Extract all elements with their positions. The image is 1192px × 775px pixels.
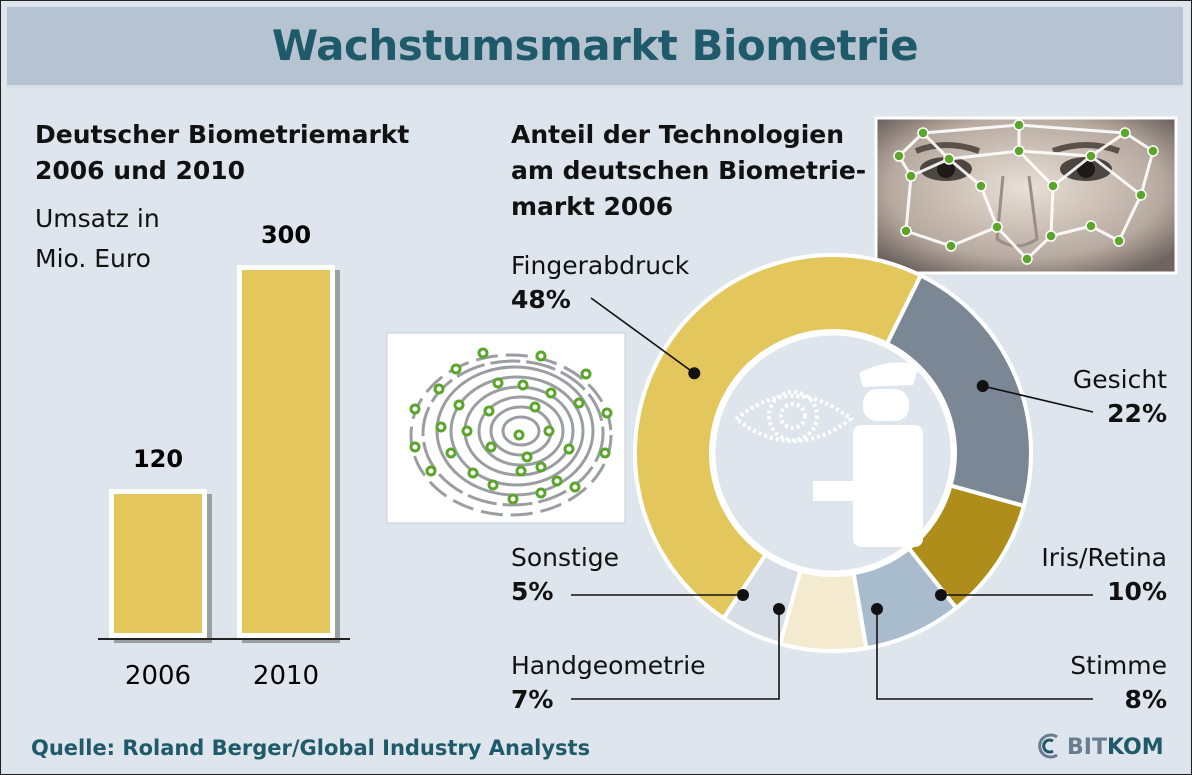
- label-fingerabdruck-pct: 48%: [511, 285, 571, 314]
- connector-stimme: [876, 609, 1093, 700]
- face-photo-icon: [874, 116, 1178, 275]
- label-iris-pct: 10%: [1107, 577, 1167, 606]
- connector-handgeometrie: [571, 609, 780, 700]
- donut-chart-title-line3: markt 2006: [511, 192, 674, 221]
- title-bar: Wachstumsmarkt Biometrie: [7, 7, 1183, 88]
- label-sonstige: Sonstige 5%: [511, 541, 619, 609]
- label-gesicht-name: Gesicht: [1072, 365, 1167, 394]
- label-handgeometrie-name: Handgeometrie: [511, 651, 706, 680]
- bar-2010: [237, 265, 335, 638]
- connector-gesicht: [982, 385, 1094, 413]
- label-handgeometrie-pct: 7%: [511, 685, 554, 714]
- officer-icon: [813, 362, 923, 547]
- label-handgeometrie: Handgeometrie 7%: [511, 649, 706, 717]
- connector-dot-gesicht: [976, 380, 989, 393]
- connector-dot-sonstige: [737, 589, 749, 601]
- bar-chart-unit-line1: Umsatz in: [35, 204, 160, 233]
- bitkom-logo: BITKOM: [1033, 731, 1173, 763]
- label-fingerabdruck-name: Fingerabdruck: [511, 251, 690, 280]
- label-stimme: Stimme 8%: [1007, 649, 1167, 717]
- label-iris: Iris/Retina 10%: [1007, 541, 1167, 609]
- label-fingerabdruck: Fingerabdruck 48%: [511, 249, 689, 317]
- label-stimme-name: Stimme: [1070, 651, 1167, 680]
- connector-dot-iris-retina: [935, 589, 947, 601]
- label-sonstige-name: Sonstige: [511, 543, 620, 572]
- fingerprint-icon: [386, 332, 626, 524]
- bar-2006: [109, 488, 207, 638]
- connector-dot-stimme: [871, 603, 883, 615]
- donut-chart-title-line2: am deutschen Biometrie-: [511, 156, 867, 185]
- bar-chart-baseline: [98, 638, 350, 640]
- source-note: Quelle: Roland Berger/Global Industry An…: [31, 736, 591, 760]
- donut-connectors: [571, 297, 1094, 700]
- label-stimme-pct: 8%: [1124, 685, 1167, 714]
- connector-dot-handgeometrie: [773, 603, 785, 615]
- bitkom-logo-text: BITKOM: [1067, 735, 1164, 760]
- donut-chart: [633, 253, 1033, 653]
- label-gesicht: Gesicht 22%: [1007, 363, 1167, 431]
- bar-value-label-2010: 300: [260, 221, 312, 250]
- x-tick-label-2010: 2010: [252, 661, 320, 691]
- donut-chart-title-line1: Anteil der Technologien: [511, 120, 845, 149]
- bitkom-logo-suffix: KOM: [1106, 735, 1164, 760]
- label-gesicht-pct: 22%: [1107, 399, 1167, 428]
- label-iris-name: Iris/Retina: [1041, 543, 1167, 572]
- bitkom-logo-prefix: BIT: [1067, 735, 1107, 760]
- label-sonstige-pct: 5%: [511, 577, 554, 606]
- bar-chart-unit-line2: Mio. Euro: [35, 244, 151, 273]
- bitkom-logo-icon: [1038, 733, 1058, 759]
- connector-dot-fingerabdruck: [688, 367, 701, 380]
- page-title: Wachstumsmarkt Biometrie: [271, 21, 919, 70]
- bar-chart-title-line1: Deutscher Biometriemarkt: [35, 120, 410, 149]
- eye-icon: [732, 390, 855, 443]
- connector-fingerabdruck: [590, 297, 695, 374]
- bar-value-label-2006: 120: [132, 444, 184, 473]
- x-tick-label-2006: 2006: [124, 661, 192, 691]
- bar-chart-title-line2: 2006 und 2010: [35, 156, 246, 185]
